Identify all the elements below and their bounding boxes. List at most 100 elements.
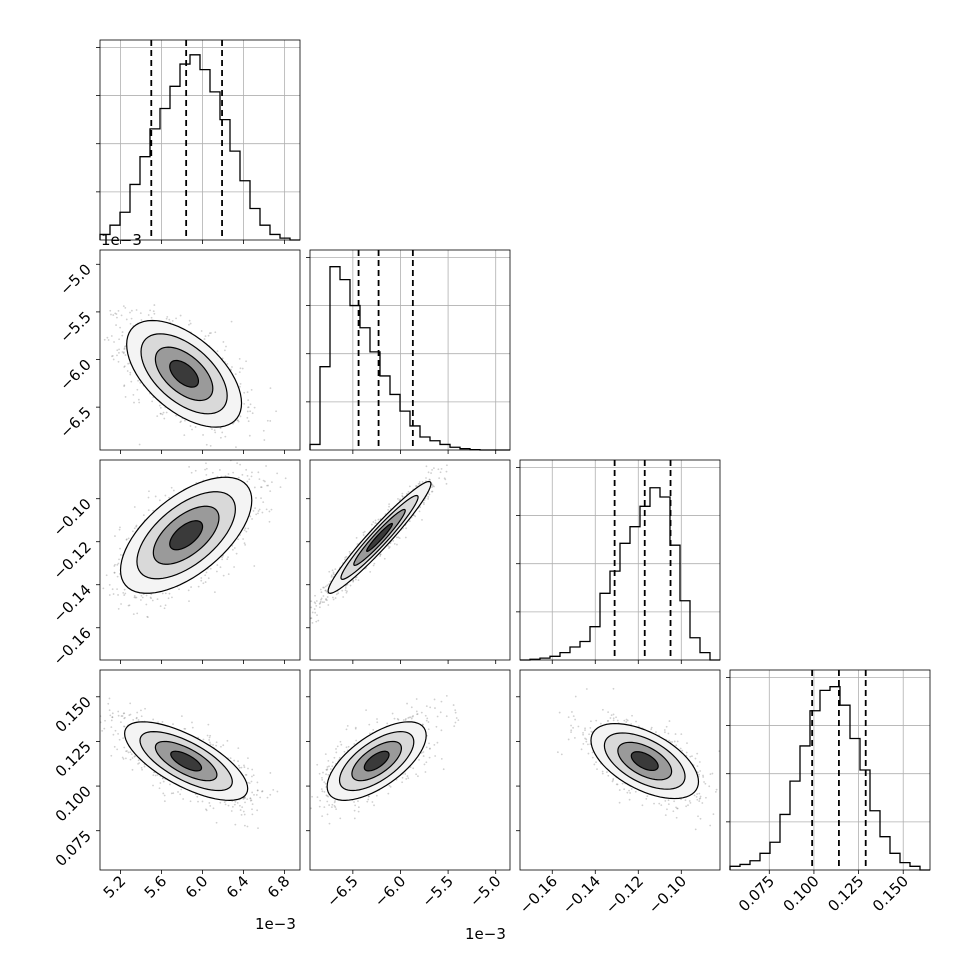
scatter-point bbox=[109, 594, 111, 596]
scatter-point bbox=[201, 330, 203, 332]
scatter-point bbox=[405, 537, 407, 539]
scatter-point bbox=[141, 769, 143, 771]
scatter-point bbox=[251, 776, 253, 778]
scatter-point bbox=[419, 510, 421, 512]
scatter-point bbox=[136, 389, 138, 391]
scatter-point bbox=[178, 588, 180, 590]
scatter-point bbox=[168, 497, 170, 499]
scatter-point bbox=[332, 597, 334, 599]
scatter-point bbox=[114, 535, 116, 537]
scatter-point bbox=[384, 558, 386, 560]
scatter-point bbox=[327, 596, 329, 598]
scatter-point bbox=[141, 595, 143, 597]
scatter-point bbox=[190, 586, 192, 588]
scatter-point bbox=[352, 580, 354, 582]
scatter-point bbox=[95, 715, 97, 717]
scatter-point bbox=[95, 730, 97, 732]
panel-background bbox=[310, 460, 510, 660]
scatter-point bbox=[116, 317, 118, 319]
scatter-point bbox=[214, 429, 216, 431]
scatter-point bbox=[171, 596, 173, 598]
scatter-point bbox=[208, 335, 210, 337]
scatter-point bbox=[212, 744, 214, 746]
scatter-point bbox=[214, 331, 216, 333]
scatter-point bbox=[422, 481, 424, 483]
histogram-panel-3 bbox=[726, 670, 930, 874]
scatter-point bbox=[375, 520, 377, 522]
scatter-point bbox=[423, 503, 425, 505]
scatter-point bbox=[152, 774, 154, 776]
scatter-point bbox=[394, 543, 396, 545]
scatter-point bbox=[350, 585, 352, 587]
scatter-point bbox=[148, 509, 150, 511]
scatter-point bbox=[260, 497, 262, 499]
scatter-point bbox=[195, 426, 197, 428]
scatter-point bbox=[419, 483, 421, 485]
scatter-point bbox=[133, 613, 135, 615]
scatter-point bbox=[153, 313, 155, 315]
scatter-point bbox=[181, 715, 183, 717]
scatter-point bbox=[440, 471, 442, 473]
scatter-point bbox=[254, 507, 256, 509]
scatter-point bbox=[171, 487, 173, 489]
scatter-point bbox=[264, 481, 266, 483]
scatter-point bbox=[235, 446, 237, 448]
scatter-point bbox=[396, 544, 398, 546]
histogram-panel-0 bbox=[96, 40, 300, 244]
scatter-point bbox=[228, 573, 230, 575]
scatter-point bbox=[446, 464, 448, 466]
scatter-point bbox=[238, 421, 240, 423]
scatter-point bbox=[122, 351, 124, 353]
scatter-point bbox=[253, 453, 255, 455]
scatter-point bbox=[427, 496, 429, 498]
scatter-point bbox=[401, 493, 403, 495]
scatter-point bbox=[168, 319, 170, 321]
scatter-point bbox=[166, 318, 168, 320]
scatter-point bbox=[138, 719, 140, 721]
scatter-point bbox=[372, 521, 374, 523]
scatter-point bbox=[200, 577, 202, 579]
scatter-point bbox=[117, 576, 119, 578]
scatter-point bbox=[162, 593, 164, 595]
scatter-point bbox=[210, 743, 212, 745]
scatter-point bbox=[120, 603, 122, 605]
scatter-point bbox=[328, 571, 330, 573]
scatter-point bbox=[421, 519, 423, 521]
scatter-point bbox=[243, 392, 245, 394]
scatter-point bbox=[227, 556, 229, 558]
scatter-point bbox=[129, 604, 131, 606]
scatter-point bbox=[118, 361, 120, 363]
scatter-point bbox=[263, 439, 265, 441]
scatter-point bbox=[116, 349, 118, 351]
scatter-point bbox=[323, 601, 325, 603]
scatter-point bbox=[135, 597, 137, 599]
scatter-point bbox=[301, 604, 303, 606]
scatter-point bbox=[237, 747, 239, 749]
scatter-point bbox=[131, 310, 133, 312]
scatter-point bbox=[245, 531, 247, 533]
scatter-point bbox=[124, 307, 126, 309]
scatter-point bbox=[457, 452, 459, 454]
scatter-point bbox=[345, 587, 347, 589]
scatter-point bbox=[192, 727, 194, 729]
scatter-point bbox=[166, 412, 168, 414]
scatter-point bbox=[245, 469, 247, 471]
scatter-point bbox=[114, 746, 116, 748]
scatter-point bbox=[148, 314, 150, 316]
scatter-point bbox=[369, 571, 371, 573]
scatter-point bbox=[408, 491, 410, 493]
scatter-point bbox=[183, 434, 185, 436]
scatter-point bbox=[118, 715, 120, 717]
scatter-point bbox=[251, 769, 253, 771]
scatter-point bbox=[344, 559, 346, 561]
scatter-point bbox=[209, 735, 211, 737]
scatter-point bbox=[325, 598, 327, 600]
scatter-point bbox=[151, 400, 153, 402]
scatter-point bbox=[126, 539, 128, 541]
scatter-point bbox=[165, 592, 167, 594]
scatter-point bbox=[180, 789, 182, 791]
scatter-point bbox=[155, 775, 157, 777]
scatter-point bbox=[138, 402, 140, 404]
scatter-point bbox=[139, 382, 141, 384]
